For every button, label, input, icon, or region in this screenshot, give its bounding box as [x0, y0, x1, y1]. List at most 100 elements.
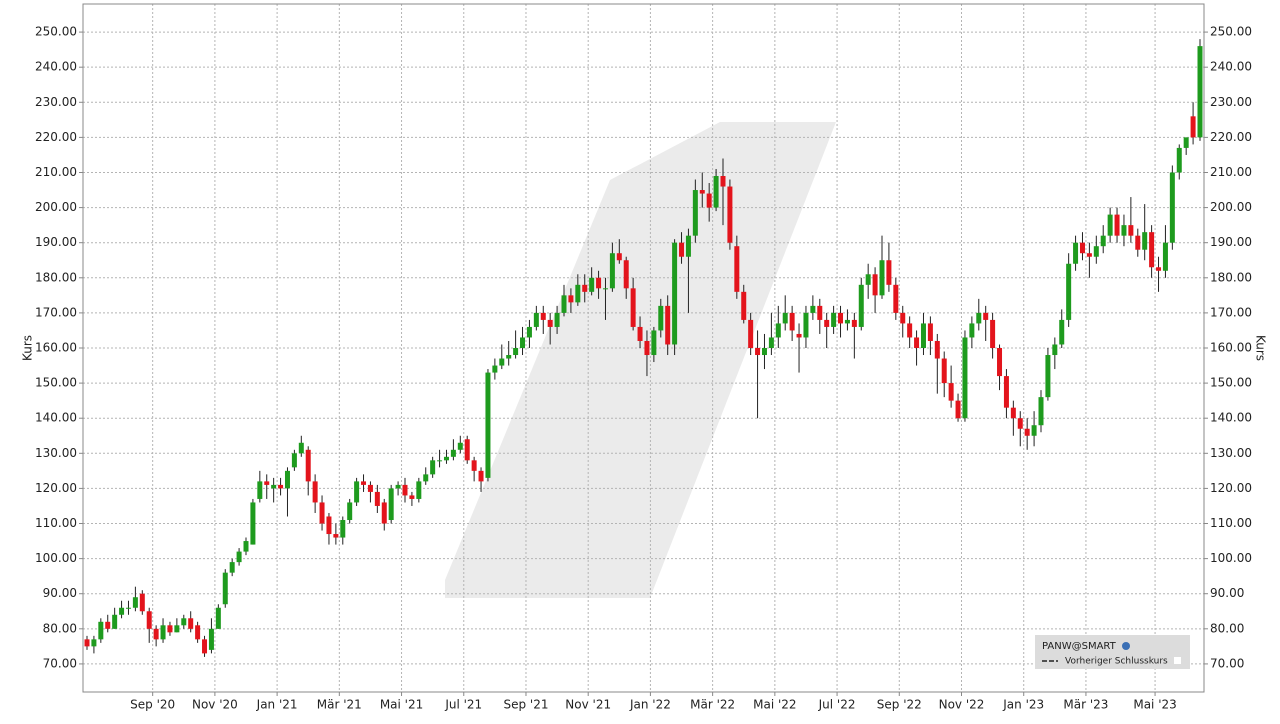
legend-swatch	[1174, 657, 1181, 664]
candle-body	[900, 312, 906, 324]
y-tick-label: 130.00	[35, 446, 77, 460]
candle-body	[713, 176, 719, 208]
candle-body	[513, 348, 519, 356]
candle-body	[208, 628, 214, 650]
y-tick-label: 120.00	[35, 481, 77, 495]
candle-body	[430, 460, 436, 475]
candle-body	[817, 305, 823, 320]
candle-body	[1059, 319, 1065, 345]
candle-body	[865, 274, 871, 285]
candle-body	[651, 330, 657, 356]
candle-body	[457, 442, 463, 450]
y2-tick-label: 250.00	[1210, 25, 1252, 39]
candle-body	[1045, 355, 1051, 398]
candle-body	[298, 442, 304, 454]
candle-body	[589, 277, 595, 292]
y-tick-label: 180.00	[35, 270, 77, 284]
candle-body	[443, 456, 449, 461]
candle-body	[333, 534, 339, 538]
candle-body	[872, 274, 878, 296]
candle-body	[91, 639, 97, 647]
candle-body	[644, 340, 650, 356]
candle-body	[112, 614, 118, 629]
candle-body	[139, 593, 145, 612]
candle-body	[734, 246, 740, 292]
candle-body	[810, 305, 816, 313]
candle-body	[326, 516, 332, 535]
candle-body	[1100, 235, 1106, 247]
candle-body	[347, 502, 353, 520]
candle-body	[1183, 137, 1189, 148]
candle-body	[1114, 214, 1120, 236]
watermark	[445, 122, 836, 598]
grid	[83, 4, 1204, 692]
candle-body	[658, 305, 664, 331]
y-tick-label: 150.00	[35, 376, 77, 390]
candle-body	[623, 260, 629, 289]
candle-body	[685, 235, 691, 257]
candle-body	[768, 337, 774, 348]
y2-tick-label: 130.00	[1210, 446, 1252, 460]
x-tick-label: Nov '20	[192, 698, 238, 712]
candle-body	[181, 618, 187, 626]
candle-body	[665, 305, 671, 345]
y-tick-label: 90.00	[43, 586, 77, 600]
candle-body	[1149, 232, 1155, 268]
candle-body	[609, 253, 615, 289]
candle-body	[492, 365, 498, 373]
candle-body	[547, 319, 553, 327]
candle-body	[416, 481, 422, 499]
candle-body	[893, 284, 899, 313]
candle-body	[582, 284, 588, 292]
candle-body	[450, 449, 456, 457]
y-tick-label: 100.00	[35, 551, 77, 565]
x-tick-label: Sep '22	[877, 698, 922, 712]
y-tick-label: 210.00	[35, 165, 77, 179]
candle-body	[775, 323, 781, 338]
x-tick-label: Nov '21	[565, 698, 611, 712]
legend-icon	[1122, 642, 1130, 650]
legend-label: Vorheriger Schlusskurs	[1065, 657, 1168, 667]
y2-tick-label: 180.00	[1210, 270, 1252, 284]
candle-body	[1017, 418, 1023, 429]
candle-body	[340, 520, 346, 538]
candle-body	[755, 348, 761, 356]
candle-body	[153, 628, 159, 640]
candle-body	[125, 607, 131, 609]
candle-body	[941, 358, 947, 384]
candle-body	[1156, 267, 1162, 271]
x-tick-label: Jan '23	[1002, 698, 1044, 712]
candle-body	[160, 625, 166, 640]
x-tick-label: Mär '21	[317, 698, 362, 712]
candle-body	[464, 439, 470, 461]
candle-body	[706, 193, 712, 208]
y-axis-title: Kurs	[21, 335, 35, 361]
candle-body	[1010, 407, 1016, 419]
candle-body	[409, 495, 415, 499]
candle-body	[1121, 225, 1127, 236]
x-tick-label: Jan '21	[256, 698, 298, 712]
candle-body	[533, 312, 539, 327]
candle-body	[568, 295, 574, 303]
candle-body	[976, 312, 982, 324]
candle-body	[1073, 242, 1079, 264]
candle-body	[927, 323, 933, 341]
x-tick-label: Mai '21	[380, 698, 423, 712]
legend-box	[1035, 635, 1190, 669]
candle-body	[291, 453, 297, 468]
candle-body	[367, 484, 373, 492]
x-tick-label: Jul '22	[818, 698, 856, 712]
candle-body	[202, 639, 208, 654]
y2-tick-label: 80.00	[1210, 621, 1244, 635]
candle-body	[174, 625, 180, 633]
candle-body	[934, 340, 940, 359]
legend-label: PANW@SMART	[1042, 641, 1117, 652]
y-tick-label: 190.00	[35, 235, 77, 249]
candle-body	[284, 470, 290, 489]
candle-body	[782, 312, 788, 324]
candle-body	[727, 186, 733, 243]
candle-body	[914, 337, 920, 348]
candle-body	[540, 312, 546, 320]
candle-body	[920, 323, 926, 348]
